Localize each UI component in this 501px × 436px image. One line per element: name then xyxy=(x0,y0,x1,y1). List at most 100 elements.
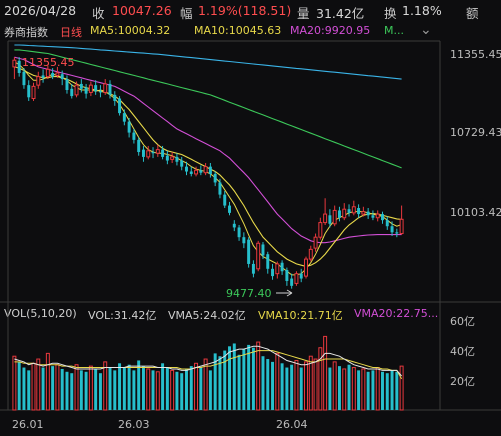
volume-bar xyxy=(51,366,55,410)
volume-bar xyxy=(299,367,303,410)
volume-bar xyxy=(194,362,199,411)
candle xyxy=(351,200,356,216)
volume-bar xyxy=(155,371,160,411)
candle-body xyxy=(31,85,36,100)
candle-body xyxy=(390,226,394,233)
candle-body xyxy=(328,215,332,224)
turnover-value: 1.18% xyxy=(402,3,442,18)
ma20-line xyxy=(14,56,402,244)
candle-body xyxy=(285,270,289,281)
candle xyxy=(94,80,98,95)
candle xyxy=(12,57,17,80)
candle-body xyxy=(318,222,323,238)
volume-bar xyxy=(175,371,179,410)
volume-bar xyxy=(304,361,308,411)
candle xyxy=(385,216,389,230)
candle xyxy=(151,147,155,159)
candle xyxy=(290,273,294,289)
candle-body xyxy=(237,227,241,238)
volume-bar xyxy=(108,367,112,410)
volume-bar xyxy=(189,366,193,410)
candle-body xyxy=(127,121,131,133)
candle xyxy=(45,65,50,80)
ma120-line xyxy=(14,44,402,80)
volume-bar xyxy=(256,341,261,411)
candle-body xyxy=(108,83,112,95)
candle xyxy=(88,81,93,97)
candle-body xyxy=(194,169,199,175)
low-annotation: 9477.40 xyxy=(226,287,272,300)
volume-bar xyxy=(332,361,337,411)
candle-body xyxy=(357,207,361,215)
candle-body xyxy=(170,156,175,160)
volume-bar xyxy=(17,361,21,410)
candle xyxy=(199,165,203,176)
candle xyxy=(299,268,303,283)
candle xyxy=(371,210,375,221)
change-label: 幅 xyxy=(180,6,193,21)
ma20-label: MA20:9920.95 xyxy=(290,24,371,37)
quote-header: 2026/04/28 收 10047.26 幅 1.19%(118.51) 量 … xyxy=(0,0,501,22)
candle xyxy=(84,83,88,99)
ma-indicator-bar: 券商指数 日线 MA5:10004.32 MA10:10045.63 MA20:… xyxy=(0,22,501,40)
candle xyxy=(361,206,366,217)
ma-more-label[interactable]: M... xyxy=(384,24,404,37)
vol-params-label: VOL(5,10,20) xyxy=(4,307,77,320)
volume-bar xyxy=(132,370,136,410)
moving-average-lines xyxy=(14,44,402,276)
period-label[interactable]: 日线 xyxy=(60,26,82,39)
volume-ma-lines xyxy=(14,345,403,380)
volume-bar xyxy=(22,367,26,410)
candle-body xyxy=(151,152,155,154)
candles xyxy=(12,57,404,289)
volume-bar xyxy=(318,347,323,411)
candle xyxy=(294,271,299,286)
volume-bar xyxy=(12,355,17,411)
candle xyxy=(208,162,212,178)
candle xyxy=(308,245,313,262)
candle-body xyxy=(98,91,102,93)
candle xyxy=(41,69,45,83)
candle-body xyxy=(347,209,351,213)
candle-body xyxy=(361,211,366,215)
candle xyxy=(280,260,284,275)
candle xyxy=(381,211,384,224)
volume-indicator-bar: VOL(5,10,20) VOL:31.42亿 VMA5:24.02亿 VMA1… xyxy=(0,306,501,322)
candle-body xyxy=(256,242,261,270)
candle-body xyxy=(332,209,337,225)
candle xyxy=(332,205,337,227)
volume-bar xyxy=(347,364,351,410)
low-arrow-icon xyxy=(286,289,293,297)
volume-bar xyxy=(151,370,155,410)
candle xyxy=(27,80,31,101)
candle xyxy=(218,178,222,199)
candle-body xyxy=(189,171,193,174)
amount-label: 额 xyxy=(466,6,479,21)
candle xyxy=(70,83,74,99)
volume-bar xyxy=(375,367,380,411)
candle xyxy=(60,70,64,86)
chevron-down-icon[interactable]: ⌄ xyxy=(420,22,432,38)
turnover-label: 换 xyxy=(384,6,397,21)
candle-body xyxy=(55,72,60,76)
volume-bar xyxy=(185,368,188,410)
candle-body xyxy=(17,60,21,73)
candle-body xyxy=(337,210,341,218)
volume-bar xyxy=(203,358,208,411)
volume-bar xyxy=(60,368,64,410)
candle xyxy=(203,162,208,176)
candle xyxy=(375,210,380,222)
volume-bar xyxy=(381,371,384,410)
ma5-label: MA5:10004.32 xyxy=(90,24,171,37)
candle xyxy=(366,207,370,219)
candle-body xyxy=(199,170,203,173)
volume-bar xyxy=(122,367,126,410)
candle xyxy=(113,91,117,106)
candle xyxy=(194,166,199,177)
volume-bar xyxy=(328,367,332,410)
candle xyxy=(251,260,255,278)
candle-body xyxy=(371,215,375,218)
candle xyxy=(237,225,241,241)
candle-body xyxy=(290,278,294,286)
